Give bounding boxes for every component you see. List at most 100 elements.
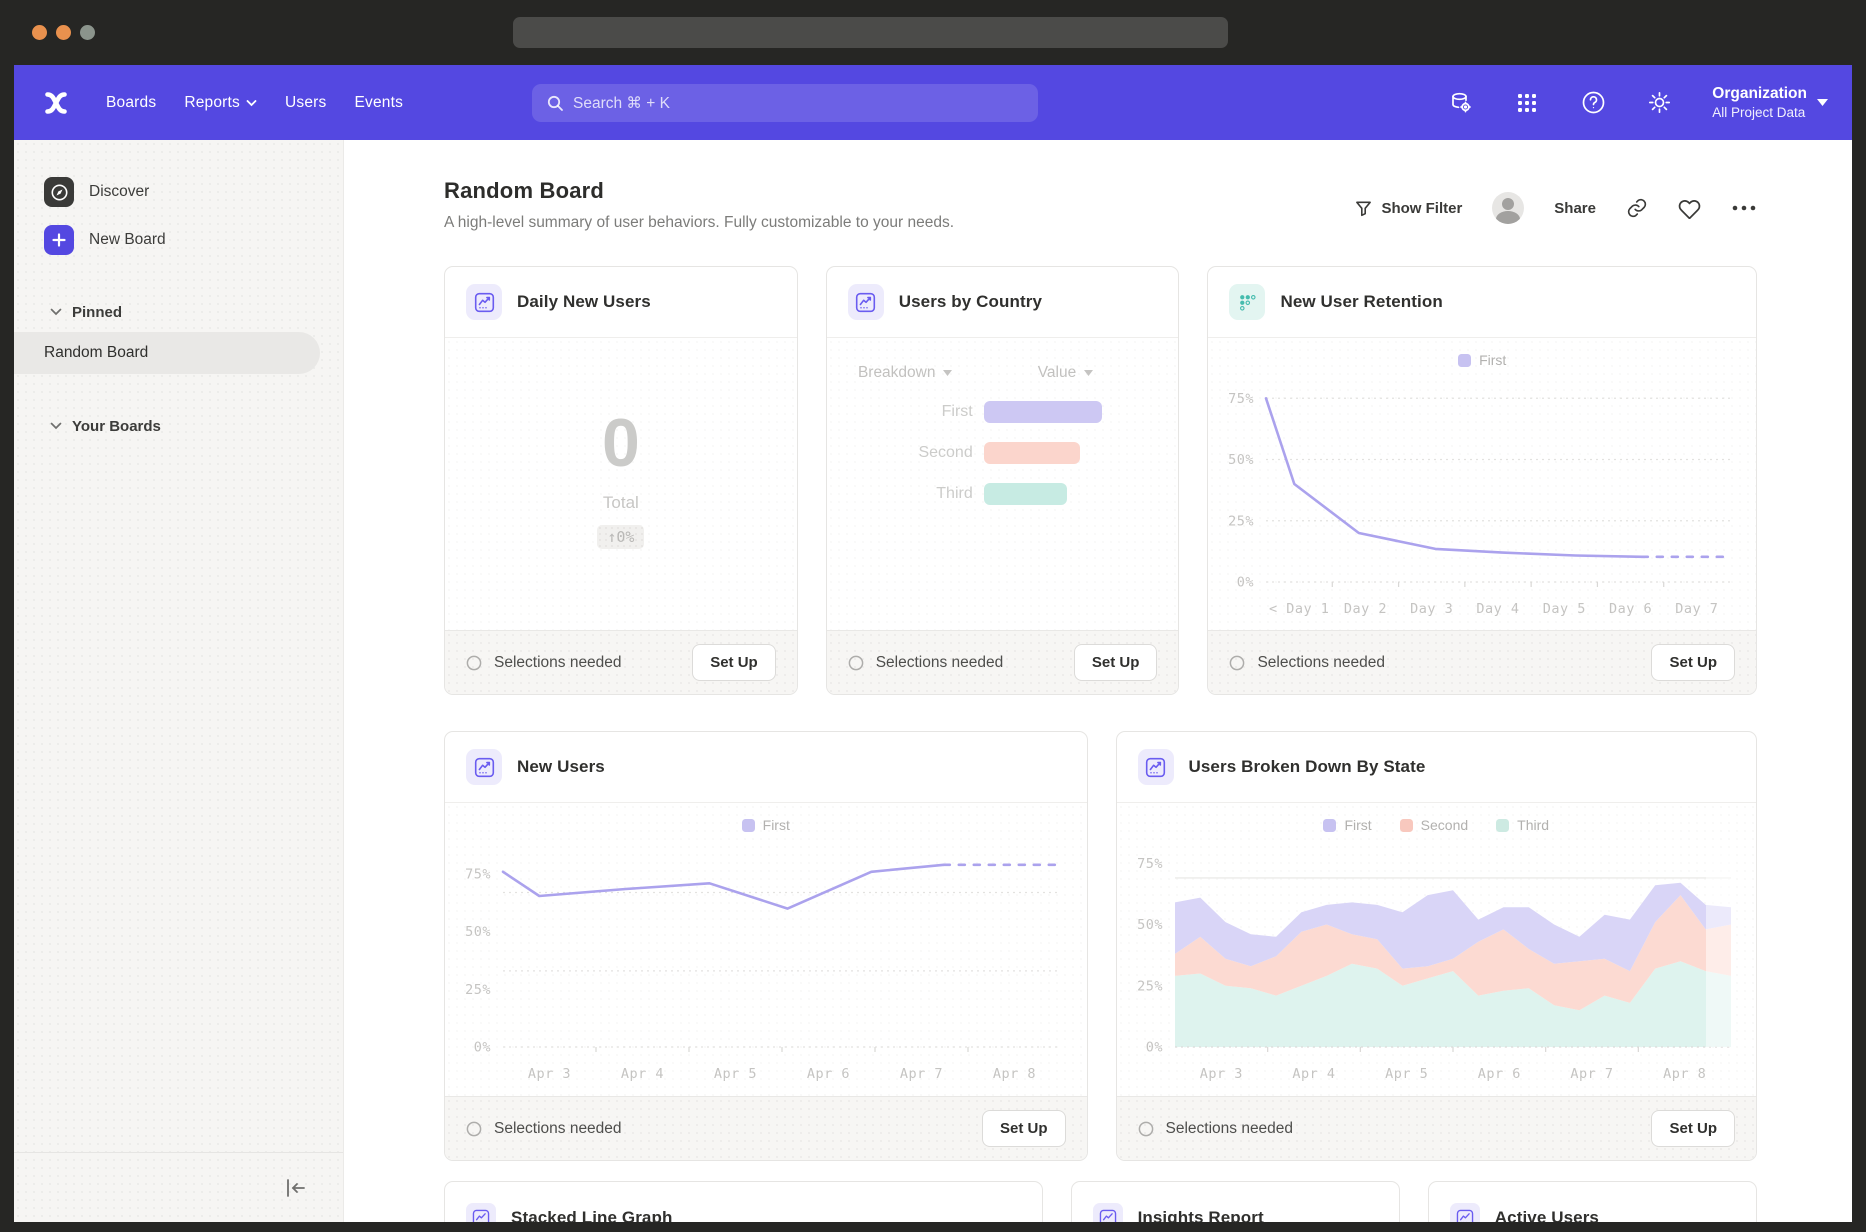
svg-text:25%: 25% bbox=[1137, 978, 1163, 994]
help-icon[interactable] bbox=[1580, 90, 1606, 116]
row-label: First bbox=[941, 403, 973, 420]
nav-item-events[interactable]: Events bbox=[340, 84, 417, 122]
value-label: Value bbox=[1037, 364, 1077, 381]
traffic-light-close[interactable] bbox=[32, 25, 47, 40]
value-bar bbox=[983, 442, 1080, 464]
svg-text:Apr 6: Apr 6 bbox=[807, 1066, 850, 1082]
insights-chart-icon bbox=[1449, 1202, 1480, 1222]
collapse-sidebar-icon[interactable] bbox=[283, 1177, 307, 1199]
nav-item-users[interactable]: Users bbox=[271, 84, 340, 122]
more-options-icon[interactable] bbox=[1731, 204, 1757, 212]
set-up-button[interactable]: Set Up bbox=[692, 644, 776, 681]
svg-text:Apr 8: Apr 8 bbox=[993, 1066, 1036, 1082]
sidebar-item-new-board[interactable]: New Board bbox=[44, 218, 329, 262]
svg-text:0%: 0% bbox=[1237, 575, 1254, 591]
sidebar-item-discover[interactable]: Discover bbox=[44, 170, 329, 214]
url-bar[interactable] bbox=[513, 17, 1228, 48]
metric-value: 0 bbox=[601, 405, 640, 481]
svg-text:50%: 50% bbox=[465, 924, 491, 940]
sidebar-board-random-board[interactable]: Random Board bbox=[14, 332, 320, 374]
legend-entry: Third bbox=[1496, 817, 1549, 833]
svg-text:Apr 6: Apr 6 bbox=[1477, 1066, 1520, 1082]
svg-text:Apr 5: Apr 5 bbox=[1385, 1066, 1428, 1082]
page-title: Random Board bbox=[444, 178, 605, 203]
radio-circle-icon bbox=[848, 655, 864, 670]
sidebar-section-pinned[interactable]: Pinned bbox=[50, 300, 329, 324]
svg-text:Apr 8: Apr 8 bbox=[1663, 1066, 1706, 1082]
search-icon bbox=[547, 95, 563, 111]
favorite-heart-icon[interactable] bbox=[1678, 198, 1701, 219]
card-new-user-retention: New User Retention First 75% 50% 25% 0% < Da… bbox=[1207, 266, 1757, 695]
share-button[interactable]: Share bbox=[1554, 200, 1596, 217]
sidebar: Discover New Board Pinned Random Board Y… bbox=[14, 140, 344, 1222]
card-title: Stacked Line Graph bbox=[511, 1207, 673, 1223]
sidebar-section-your-boards[interactable]: Your Boards bbox=[50, 414, 329, 438]
org-switcher[interactable]: Organization All Project Data bbox=[1712, 85, 1828, 120]
share-label: Share bbox=[1554, 199, 1596, 217]
traffic-light-minimize[interactable] bbox=[56, 25, 71, 40]
section-label: Your Boards bbox=[72, 417, 161, 435]
breakdown-dropdown[interactable]: Breakdown bbox=[848, 364, 963, 382]
set-up-button[interactable]: Set Up bbox=[1651, 1110, 1735, 1147]
org-name: Organization bbox=[1712, 85, 1807, 102]
country-row: Third bbox=[848, 483, 1158, 505]
avatar[interactable] bbox=[1492, 192, 1525, 224]
caret-down-icon bbox=[1084, 370, 1094, 376]
set-up-button[interactable]: Set Up bbox=[1073, 644, 1158, 681]
caret-down-icon bbox=[943, 370, 953, 376]
card-active-users: Active Users bbox=[1427, 1181, 1757, 1222]
card-users-by-state: Users Broken Down By State First Second Th… bbox=[1115, 731, 1757, 1161]
card-title: Users by Country bbox=[898, 292, 1043, 311]
traffic-light-zoom[interactable] bbox=[80, 25, 95, 40]
svg-text:Apr 7: Apr 7 bbox=[1570, 1066, 1613, 1082]
card-title: New Users bbox=[517, 757, 605, 776]
set-up-button[interactable]: Set Up bbox=[1651, 644, 1735, 681]
status-text: Selections needed bbox=[494, 653, 622, 671]
show-filter-label: Show Filter bbox=[1381, 199, 1463, 217]
svg-text:Day 4: Day 4 bbox=[1477, 601, 1520, 617]
svg-text:75%: 75% bbox=[465, 867, 491, 883]
board-main: Random Board A high-level summary of use… bbox=[344, 140, 1852, 1222]
status-text: Selections needed bbox=[1257, 653, 1385, 671]
svg-text:Apr 3: Apr 3 bbox=[1199, 1066, 1242, 1082]
svg-text:25%: 25% bbox=[1229, 513, 1255, 529]
svg-text:Day 5: Day 5 bbox=[1543, 601, 1586, 617]
set-up-button[interactable]: Set Up bbox=[981, 1110, 1066, 1147]
show-filter-button[interactable]: Show Filter bbox=[1355, 200, 1462, 217]
mixpanel-logo[interactable] bbox=[42, 89, 70, 117]
country-row: Second bbox=[848, 442, 1158, 464]
svg-text:Day 2: Day 2 bbox=[1344, 601, 1387, 617]
plus-icon bbox=[44, 225, 74, 255]
board-label: Random Board bbox=[44, 344, 149, 361]
insights-chart-icon bbox=[466, 1202, 496, 1222]
row-label: Third bbox=[936, 485, 973, 502]
card-daily-new-users: Daily New Users 0 Total ↑0% Selections n… bbox=[444, 266, 798, 695]
value-dropdown[interactable]: Value bbox=[1038, 364, 1094, 382]
status-text: Selections needed bbox=[494, 1119, 622, 1137]
metric-delta-badge: ↑0% bbox=[597, 525, 645, 549]
search-input[interactable]: Search ⌘ + K bbox=[532, 84, 1038, 122]
nav-item-label: Boards bbox=[106, 93, 157, 111]
radio-circle-icon bbox=[466, 655, 482, 670]
nav-item-reports[interactable]: Reports bbox=[170, 84, 271, 122]
nav-item-label: Events bbox=[354, 93, 404, 111]
org-project: All Project Data bbox=[1712, 105, 1806, 120]
card-title: Insights Report bbox=[1137, 1207, 1264, 1223]
filter-funnel-icon bbox=[1356, 201, 1372, 216]
insights-chart-icon bbox=[466, 284, 502, 320]
apps-grid-icon[interactable] bbox=[1514, 90, 1540, 116]
page-subtitle: A high-level summary of user behaviors. … bbox=[444, 214, 955, 231]
legend-entry: First bbox=[1458, 352, 1506, 368]
chevron-down-icon bbox=[246, 99, 257, 106]
chart-legend: First bbox=[445, 803, 1087, 839]
radio-circle-icon bbox=[1230, 655, 1245, 670]
data-management-icon[interactable] bbox=[1448, 90, 1474, 116]
copy-link-icon[interactable] bbox=[1626, 197, 1648, 219]
nav-item-boards[interactable]: Boards bbox=[92, 84, 170, 122]
insights-chart-icon bbox=[466, 749, 502, 785]
new-users-line-chart: 75% 50% 25% 0% Apr 3 Apr 4 Apr 5 Apr 6 Apr 7 Apr … bbox=[465, 863, 1063, 1082]
settings-gear-icon[interactable] bbox=[1646, 90, 1672, 116]
status-text: Selections needed bbox=[875, 653, 1004, 671]
top-navbar: Boards Reports Users Events Search ⌘ + K bbox=[14, 65, 1852, 140]
legend-entry: First bbox=[741, 817, 790, 833]
